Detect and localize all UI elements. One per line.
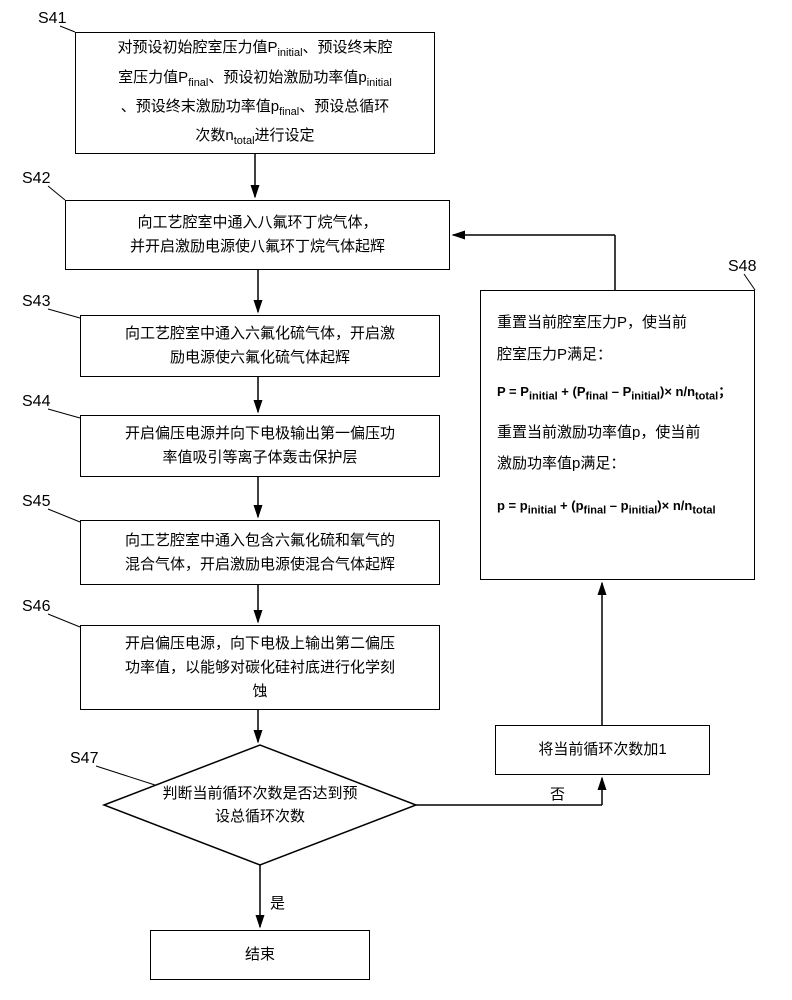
b46-line1: 开启偏压电源，向下电极上输出第二偏压 (125, 632, 395, 656)
label-s46: S46 (22, 598, 50, 616)
label-s43: S43 (22, 293, 50, 311)
b47-line1: 判断当前循环次数是否达到预 (162, 783, 357, 806)
b48-line2: 腔室压力P满足： (497, 339, 738, 371)
b44-line1: 开启偏压电源并向下电极输出第一偏压功 (125, 422, 395, 446)
end-text: 结束 (245, 943, 275, 967)
box-s46: 开启偏压电源，向下电极上输出第二偏压 功率值，以能够对碳化硅衬底进行化学刻 蚀 (80, 625, 440, 710)
b43-line2: 励电源使六氟化硫气体起辉 (125, 346, 395, 370)
b48-formula2: p = pinitial + (pfinal – pinitial)× n/nt… (497, 492, 738, 523)
edge-no: 否 (550, 783, 565, 804)
b46-line2: 功率值，以能够对碳化硅衬底进行化学刻 (125, 656, 395, 680)
b48-formula1: P = Pinitial + (Pfinal – Pinitial)× n/nt… (497, 378, 738, 409)
label-s44: S44 (22, 393, 50, 411)
b43-line1: 向工艺腔室中通入六氟化硫气体，开启激 (125, 322, 395, 346)
b41-line4: 次数ntotal进行设定 (117, 122, 392, 151)
box-increment: 将当前循环次数加1 (495, 725, 710, 775)
box-s42: 向工艺腔室中通入八氟环丁烷气体， 并开启激励电源使八氟环丁烷气体起辉 (65, 200, 450, 270)
label-s48: S48 (728, 258, 756, 276)
b48-line3: 重置当前激励功率值p，使当前 (497, 417, 738, 449)
box-s45: 向工艺腔室中通入包含六氟化硫和氧气的 混合气体，开启激励电源使混合气体起辉 (80, 520, 440, 585)
inc-text: 将当前循环次数加1 (538, 738, 666, 762)
b44-line2: 率值吸引等离子体轰击保护层 (125, 446, 395, 470)
edge-yes: 是 (270, 892, 285, 913)
b41-line3: 、预设终末激励功率值pfinal、预设总循环 (117, 93, 392, 122)
b42-line2: 并开启激励电源使八氟环丁烷气体起辉 (130, 235, 385, 259)
b48-line1: 重置当前腔室压力P，使当前 (497, 307, 738, 339)
box-s43: 向工艺腔室中通入六氟化硫气体，开启激 励电源使六氟化硫气体起辉 (80, 315, 440, 377)
b42-line1: 向工艺腔室中通入八氟环丁烷气体， (130, 211, 385, 235)
box-s48: 重置当前腔室压力P，使当前 腔室压力P满足： P = Pinitial + (P… (480, 290, 755, 580)
label-s45: S45 (22, 493, 50, 511)
b45-line2: 混合气体，开启激励电源使混合气体起辉 (125, 553, 395, 577)
b47-line2: 设总循环次数 (162, 806, 357, 829)
diamond-s47-text: 判断当前循环次数是否达到预 设总循环次数 (120, 778, 400, 833)
b45-line1: 向工艺腔室中通入包含六氟化硫和氧气的 (125, 529, 395, 553)
label-s41: S41 (38, 10, 66, 28)
label-s42: S42 (22, 170, 50, 188)
box-end: 结束 (150, 930, 370, 980)
b41-line2: 室压力值Pfinal、预设初始激励功率值pinitial (117, 64, 392, 93)
box-s41: 对预设初始腔室压力值Pinitial、预设终末腔 室压力值Pfinal、预设初始… (75, 32, 435, 154)
b46-line3: 蚀 (125, 680, 395, 704)
b48-line4: 激励功率值p满足： (497, 448, 738, 480)
b41-line1: 对预设初始腔室压力值Pinitial、预设终末腔 (117, 34, 392, 63)
label-s47: S47 (70, 750, 98, 768)
box-s44: 开启偏压电源并向下电极输出第一偏压功 率值吸引等离子体轰击保护层 (80, 415, 440, 477)
